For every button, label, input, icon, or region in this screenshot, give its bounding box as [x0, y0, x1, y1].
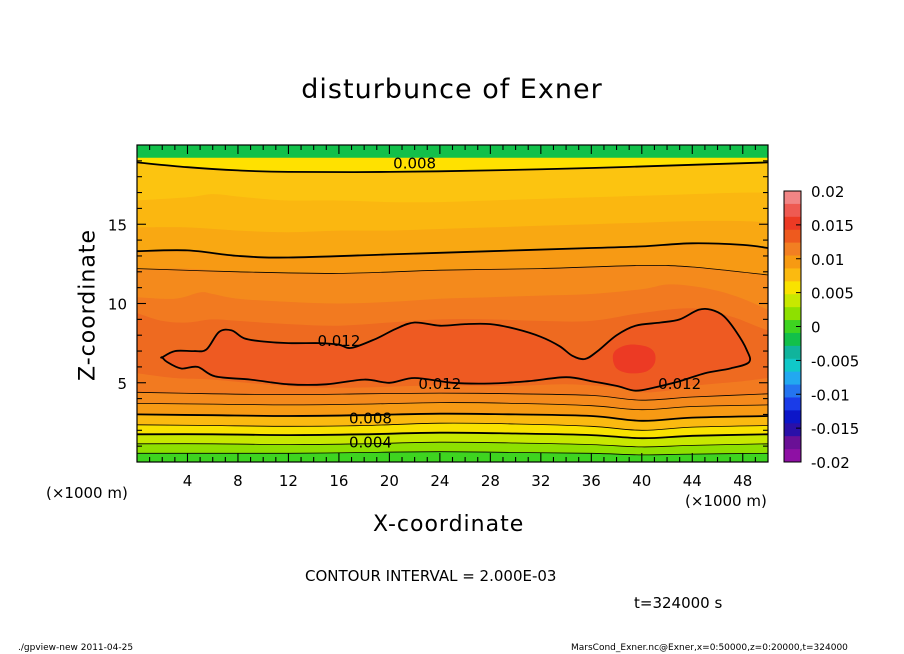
colorbar-swatch-12: [784, 345, 801, 360]
colorbar-swatch-19: [784, 436, 801, 450]
contour-line-1: [137, 242, 768, 259]
x-unit-label-left: (×1000 m): [46, 484, 128, 502]
colorbar-swatch-0: [784, 191, 801, 205]
colorbar-tick-label-3: 0.005: [811, 285, 854, 303]
colorbar-tick-label-1: 0.015: [811, 217, 854, 235]
colorbar-swatch-11: [784, 332, 801, 347]
colorbar-swatch-14: [784, 371, 801, 386]
x-tick-label-8: 8: [233, 472, 243, 490]
x-axis-title: X-coordinate: [373, 512, 525, 537]
contour-label-3: 0.012: [658, 375, 701, 393]
contour-line-thin-0: [137, 264, 768, 276]
colorbar-swatch-15: [784, 384, 801, 398]
footer-file-label: MarsCond_Exner.nc@Exner,x=0:50000,z=0:20…: [571, 643, 848, 653]
contour-core-fill: [161, 308, 751, 391]
colorbar-swatch-7: [784, 281, 801, 295]
colorbar-swatch-1: [784, 203, 801, 218]
colorbar-swatch-3: [784, 229, 801, 244]
contour-line-thin-5: [137, 451, 768, 456]
x-tick-label-44: 44: [683, 472, 702, 490]
x-tick-label-12: 12: [279, 472, 298, 490]
contour-line-thin-1: [137, 391, 768, 401]
colorbar-swatch-4: [784, 242, 801, 257]
colorbar-swatch-10: [784, 320, 801, 334]
colorbar-swatch-6: [784, 268, 801, 282]
colorbar-tick-label-6: -0.01: [811, 386, 850, 404]
colorbar-swatch-16: [784, 397, 801, 411]
contour-label-0: 0.008: [393, 154, 436, 172]
x-tick-label-20: 20: [380, 472, 399, 490]
contour-max-blob: [612, 344, 656, 374]
y-tick-label-5: 5: [117, 375, 127, 393]
colorbar-swatch-2: [784, 216, 801, 231]
y-axis-title: Z-coordinate: [75, 229, 101, 381]
footer-program-label: ./gpview-new 2011-04-25: [18, 643, 134, 653]
y-tick-label-15: 15: [108, 216, 127, 234]
x-tick-label-4: 4: [183, 472, 193, 490]
x-tick-label-28: 28: [481, 472, 500, 490]
colorbar-swatch-13: [784, 358, 801, 373]
contour-line-4: [137, 431, 768, 440]
contour-label-5: 0.004: [349, 433, 392, 451]
time-label: t=324000 s: [634, 594, 723, 612]
contour-line-thin-2: [137, 402, 768, 411]
colorbar-tick-label-7: -0.015: [811, 420, 859, 438]
colorbar-swatch-18: [784, 423, 801, 437]
colorbar-tick-label-2: 0.01: [811, 251, 844, 269]
contour-label-2: 0.012: [418, 375, 461, 393]
x-tick-label-16: 16: [329, 472, 348, 490]
contour-line-2: [160, 307, 752, 392]
colorbar-swatch-20: [784, 449, 801, 463]
x-tick-label-32: 32: [531, 472, 550, 490]
x-unit-label-right: (×1000 m): [685, 492, 767, 510]
colorbar-swatch-5: [784, 255, 801, 269]
contour-line-thin-4: [137, 441, 768, 448]
y-tick-label-10: 10: [108, 296, 127, 314]
x-tick-label-48: 48: [733, 472, 752, 490]
colorbar-tick-label-4: 0: [811, 319, 821, 337]
colorbar-swatch-8: [784, 294, 801, 308]
contour-line-0: [137, 161, 768, 174]
x-tick-label-24: 24: [430, 472, 449, 490]
chart-title: disturbunce of Exner: [301, 74, 603, 105]
contour-line-3: [137, 412, 768, 422]
contour-line-thin-3: [137, 422, 768, 431]
contour-interval-label: CONTOUR INTERVAL = 2.000E-03: [305, 567, 557, 585]
colorbar-tick-label-0: 0.02: [811, 183, 844, 201]
contour-label-4: 0.008: [349, 410, 392, 428]
x-tick-label-36: 36: [582, 472, 601, 490]
colorbar-swatch-17: [784, 410, 801, 424]
colorbar-swatch-9: [784, 307, 801, 321]
colorbar-tick-label-8: -0.02: [811, 454, 850, 472]
colorbar-tick-label-5: -0.005: [811, 352, 859, 370]
x-tick-label-40: 40: [632, 472, 651, 490]
contour-label-1: 0.012: [317, 332, 360, 350]
contour-band-15: [137, 451, 768, 462]
